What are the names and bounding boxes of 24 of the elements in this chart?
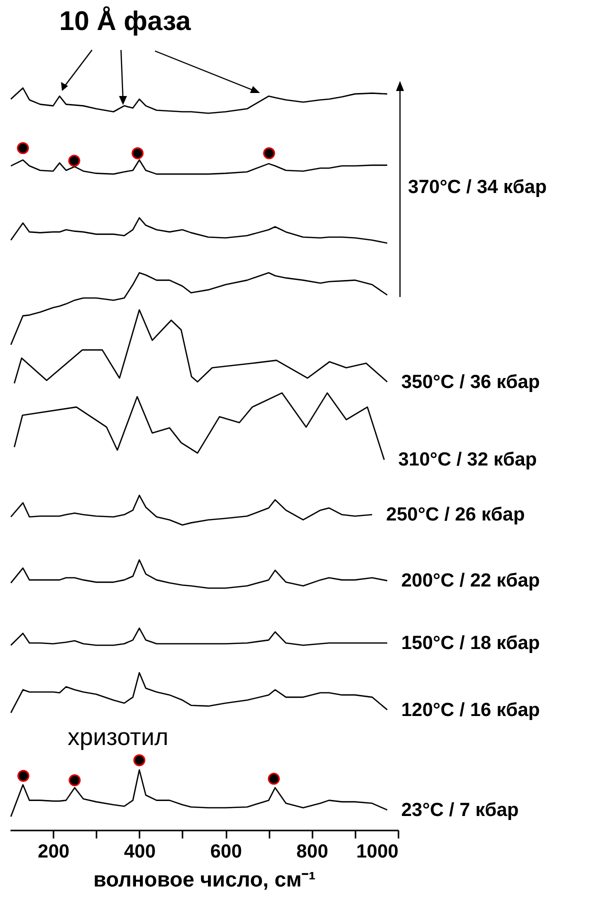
series-label: 250°C / 26 кбар <box>386 504 525 526</box>
series-label: 120°C / 16 кбар <box>401 700 540 721</box>
series-label: 200°C / 22 кбар <box>401 570 540 592</box>
point <box>263 147 276 160</box>
point <box>268 772 280 785</box>
x-tick-label: 400 <box>124 842 156 862</box>
text: 370°C / 34 кбар <box>408 177 547 198</box>
point <box>68 154 80 167</box>
text: 10 Å фаза <box>59 6 192 36</box>
x-tick-label: 800 <box>296 842 328 862</box>
point <box>68 774 81 786</box>
point <box>133 754 146 766</box>
x-axis-title: волновое число, см⁻¹ <box>93 868 316 892</box>
series-label: 310°C / 32 кбар <box>398 450 537 471</box>
point <box>16 142 29 154</box>
point <box>132 147 144 160</box>
series-label: 23°C / 7 кбар <box>401 800 519 821</box>
annotation: хризотил <box>68 724 168 751</box>
point <box>17 770 30 782</box>
series-label: 150°C / 18 кбар <box>401 633 540 654</box>
series-label: 350°C / 36 кбар <box>401 372 540 393</box>
x-tick-label: 600 <box>210 842 242 862</box>
x-tick-label: 200 <box>38 842 70 862</box>
x-tick-label: 1000 <box>356 842 398 862</box>
